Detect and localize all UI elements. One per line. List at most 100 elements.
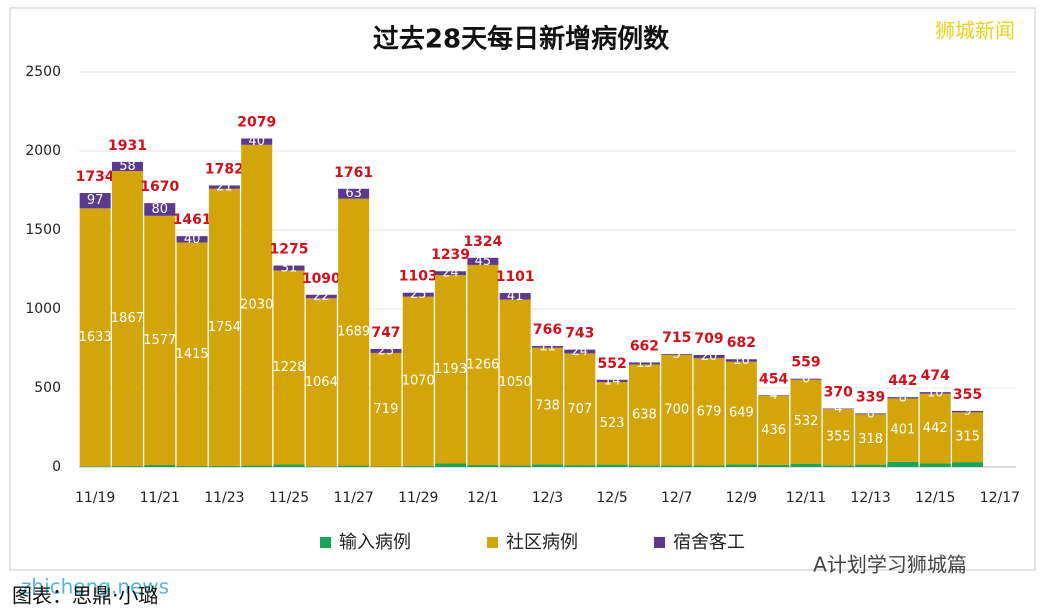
bar-segment	[467, 257, 499, 265]
value-label: 11	[539, 339, 556, 354]
legend-swatch	[654, 537, 665, 548]
bar-segment	[338, 198, 370, 466]
value-label: 41	[507, 289, 524, 304]
value-label: 21	[216, 180, 233, 195]
bar-segment	[144, 464, 176, 467]
bar-segment	[176, 236, 208, 243]
value-label: 6	[866, 406, 874, 421]
bar-segment	[370, 352, 402, 467]
bar-segment	[564, 349, 596, 354]
x-tick-label: 12/5	[596, 490, 627, 506]
bar-segment	[531, 347, 564, 465]
bar-segment	[661, 354, 693, 355]
total-label: 1090	[302, 271, 341, 287]
bar-segment	[822, 409, 854, 466]
bar-segment	[693, 358, 725, 466]
value-label: 315	[955, 430, 980, 445]
x-tick-label: 12/3	[532, 490, 563, 506]
value-label: 45	[475, 254, 492, 269]
total-label: 355	[953, 387, 982, 403]
value-label: 738	[535, 399, 560, 414]
total-label: 1101	[496, 269, 535, 285]
bar-segment	[855, 413, 887, 415]
value-label: 22	[313, 289, 330, 304]
bar-segment	[564, 353, 596, 466]
bar-segment	[176, 242, 208, 467]
bar-segment	[273, 464, 305, 467]
bar-segment	[144, 203, 176, 216]
bar-segment	[790, 463, 822, 467]
bar-segment	[822, 465, 854, 467]
total-label: 339	[856, 389, 885, 405]
y-tick-label: 0	[52, 459, 61, 475]
watermark: zhicheng.news	[21, 575, 169, 599]
bar-segment	[531, 345, 564, 348]
total-label: 559	[791, 355, 820, 371]
bar-segment	[305, 466, 337, 467]
total-label: 1734	[76, 169, 115, 185]
value-label: 31	[281, 260, 298, 275]
bar-segment	[435, 271, 467, 276]
value-label: 1050	[499, 375, 532, 390]
value-label: 80	[152, 202, 169, 217]
bar-segment	[241, 144, 273, 466]
bar-segment	[176, 466, 208, 467]
value-label: 1266	[466, 357, 499, 372]
value-label: 6	[802, 372, 810, 387]
bar-segment	[111, 171, 143, 467]
total-label: 1275	[270, 242, 309, 258]
bar-segment	[370, 348, 402, 353]
value-label: 24	[442, 266, 459, 281]
bar-segment	[758, 464, 790, 467]
total-label: 1931	[108, 138, 147, 154]
value-label: 14	[604, 373, 621, 388]
value-label: 16	[733, 353, 750, 368]
bar-segment	[79, 193, 111, 209]
bar-segment	[208, 188, 240, 466]
x-tick-label: 12/15	[915, 490, 955, 506]
value-label: 679	[697, 404, 722, 419]
total-label: 454	[759, 371, 788, 387]
bar-segment	[79, 208, 111, 467]
legend-label: 宿舍客工	[673, 532, 745, 553]
total-label: 474	[921, 368, 950, 384]
total-label: 1461	[173, 212, 212, 228]
value-label: 13	[636, 356, 653, 371]
y-tick-label: 500	[34, 380, 61, 396]
legend-label: 社区病例	[506, 532, 578, 553]
value-label: 436	[761, 423, 786, 438]
bar-segment	[693, 354, 725, 359]
bar-segment	[919, 463, 951, 467]
bar-segment	[467, 464, 499, 467]
value-label: 707	[567, 402, 592, 417]
value-label: 4	[770, 388, 778, 403]
total-label: 709	[694, 331, 723, 347]
bar-segment	[564, 465, 596, 467]
bar-segment	[273, 270, 305, 465]
value-label: 8	[899, 390, 907, 405]
chart-title: 过去28天每日新增病例数	[373, 24, 670, 55]
value-label: 1415	[176, 347, 209, 362]
y-tick-label: 1000	[25, 301, 61, 317]
bar-segment	[208, 465, 240, 467]
value-label: 532	[794, 414, 819, 429]
value-label: 1193	[434, 362, 467, 377]
bar-segment	[499, 465, 531, 467]
x-tick-label: 11/27	[333, 490, 373, 506]
x-tick-label: 12/17	[980, 490, 1020, 506]
x-tick-label: 12/9	[726, 490, 757, 506]
bar-segment	[693, 465, 725, 467]
x-tick-label: 11/21	[140, 490, 180, 506]
bar-segment	[338, 188, 370, 199]
value-label: 1867	[111, 311, 144, 326]
bar-segment	[758, 395, 790, 396]
value-label: 1070	[402, 374, 435, 389]
bar-segment	[725, 464, 757, 467]
value-label: 4	[834, 401, 842, 416]
value-label: 9	[963, 404, 971, 419]
bar-segment	[402, 296, 434, 466]
bar-segment	[144, 215, 176, 465]
x-tick-label: 11/19	[75, 490, 115, 506]
bar-segment	[467, 264, 499, 465]
x-tick-label: 11/23	[204, 490, 244, 506]
